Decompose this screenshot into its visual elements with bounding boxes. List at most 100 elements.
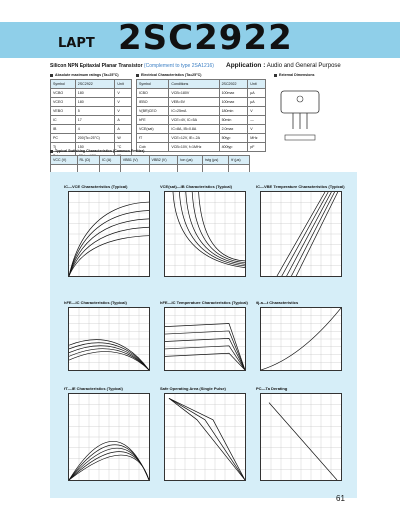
electrical-cell: 100max [218, 97, 249, 107]
header-band [0, 22, 400, 58]
page-number: 61 [336, 494, 345, 503]
ratings-cell: PC [50, 133, 76, 143]
ratings-cell: V [114, 97, 132, 107]
series-label: LAPT [58, 36, 95, 51]
chart-curve [179, 192, 245, 267]
switching-header-cell: IC (A) [98, 155, 121, 165]
chart-curve [69, 226, 149, 276]
chart-plot-area [164, 307, 246, 371]
switching-row [50, 164, 250, 174]
chart-curve [281, 192, 329, 276]
electrical-cell: μA [247, 88, 266, 98]
chart-curve [69, 235, 149, 276]
ratings-cell: VCEO [50, 97, 76, 107]
chart-title: θj-a—t Characteristics [256, 300, 299, 305]
chart-title: IC—VCE Characteristics (Typical) [64, 184, 128, 189]
ratings-row: VCEO 180 V [50, 97, 132, 107]
chart-curve [69, 454, 149, 480]
electrical-header-cell: 2SC2922 [218, 79, 249, 89]
chart-title: fT—IE Characteristics (Typical) [64, 386, 123, 391]
ratings-cell: IB [50, 124, 76, 134]
switching-header-cell: VBB2 (V) [148, 155, 179, 165]
ratings-cell: 200(Tc=25°C) [74, 133, 116, 143]
ratings-row: VCBO 180 V [50, 88, 132, 98]
ratings-row: IC 17 A [50, 115, 132, 125]
application-label: Application : [226, 62, 266, 69]
ratings-heading: Absolute maximum ratings (Ta=25°C) [50, 73, 119, 77]
electrical-header-cell: Conditions [168, 79, 220, 89]
chart-plot-area [164, 393, 246, 481]
ratings-cell: V [114, 106, 132, 116]
ratings-cell: 4 [74, 124, 116, 134]
chart-plot-area [68, 393, 150, 481]
electrical-cell: 100max [218, 88, 249, 98]
part-number: 2SC2922 [118, 18, 293, 58]
chart-title: Safe Operating Area (Single Pulse) [160, 386, 226, 391]
ratings-row: IB 4 A [50, 124, 132, 134]
chart-curve [295, 192, 339, 276]
chart-plot-area [164, 191, 246, 277]
charts-panel: IC—VCE Characteristics (Typical) VCE(sat)… [50, 172, 357, 498]
electrical-cell: hFE [135, 115, 170, 125]
electrical-row: fT VCE=12V, IE=-2A 50typ MHz [135, 133, 266, 143]
chart-curve [261, 308, 341, 370]
electrical-cell: VCE=4V, IC=5A [168, 115, 220, 125]
electrical-heading: Electrical Characteristics (Ta=25°C) [136, 73, 201, 77]
electrical-header-cell: Symbol [135, 79, 170, 89]
chart-curve [168, 398, 245, 480]
chart-title: PC—Ta Derating [256, 386, 288, 391]
electrical-cell: VCE(sat) [135, 124, 170, 134]
chart-title: IC—VBE Temperature Characteristics (Typi… [256, 184, 345, 189]
ratings-row: PC 200(Tc=25°C) W [50, 133, 132, 143]
electrical-cell: 50typ [218, 133, 249, 143]
electrical-cell: 2.0max [218, 124, 249, 134]
electrical-header-cell: Unit [247, 79, 266, 89]
ratings-header-cell: Symbol [50, 79, 76, 89]
electrical-cell: ICBO [135, 88, 170, 98]
ratings-cell: A [114, 115, 132, 125]
chart-curve [165, 352, 245, 370]
switching-table: VCC (V) RL (Ω) IC (A) VBB1 (V) VBB2 (V) ton (… [50, 155, 250, 174]
chart-plot-area [260, 307, 342, 371]
chart-curve [69, 339, 149, 370]
chart-title: VCE(sat)—IB Characteristics (Typical) [160, 184, 232, 189]
electrical-cell: VEB=5V [168, 97, 220, 107]
electrical-cell: IC=8A, IB=0.8A [168, 124, 220, 134]
chart-curve [165, 330, 245, 370]
electrical-row: IEBO VEB=5V 100max μA [135, 97, 266, 107]
chart-curve [172, 192, 245, 268]
ratings-header-cell: Unit [114, 79, 132, 89]
chart-plot-area [68, 191, 150, 277]
subtitle-text: Silicon NPN Epitaxial Planar Transistor [50, 63, 143, 69]
ratings-cell: 180 [74, 97, 116, 107]
application-value: Audio and General Purpose [266, 63, 341, 69]
chart-curve [286, 192, 332, 276]
ratings-cell: 17 [74, 115, 116, 125]
electrical-cell: 50min [218, 115, 249, 125]
electrical-cell: IC=25mA [168, 106, 220, 116]
chart-plot-area [68, 307, 150, 371]
subtitle: Silicon NPN Epitaxial Planar Transistor … [50, 63, 214, 69]
electrical-row: ICBO VCB=180V 100max μA [135, 88, 266, 98]
ratings-cell: W [114, 133, 132, 143]
ratings-cell: A [114, 124, 132, 134]
ratings-header-cell: 2SC2922 [74, 79, 116, 89]
switching-header-cell: VCC (V) [50, 155, 78, 165]
chart-curve [198, 192, 245, 262]
dimensions-heading: External Dimensions [274, 73, 315, 77]
ratings-row: VEBO 5 V [50, 106, 132, 116]
ratings-cell: V [114, 88, 132, 98]
electrical-row: Cob VCB=10V, f=1MHz 400typ pF [135, 142, 266, 152]
ratings-cell: VEBO [50, 106, 76, 116]
chart-curve [168, 397, 245, 480]
switching-header-cell: RL (Ω) [76, 155, 100, 165]
chart-curve [191, 192, 245, 263]
electrical-cell: μA [247, 97, 266, 107]
electrical-cell: IEBO [135, 97, 170, 107]
switching-header-cell: ton (μs) [177, 155, 204, 165]
electrical-cell: 180min [218, 106, 249, 116]
electrical-cell: Cob [135, 142, 170, 152]
electrical-cell: V [247, 106, 266, 116]
chart-title: hFE—IC Temperature Characteristics (Typi… [160, 300, 248, 305]
electrical-cell: pF [247, 142, 266, 152]
